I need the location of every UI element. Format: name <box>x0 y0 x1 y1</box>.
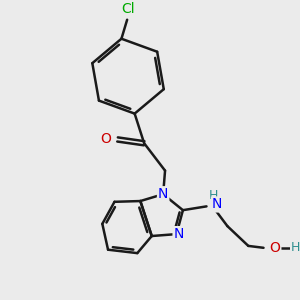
Text: N: N <box>212 197 222 212</box>
Text: O: O <box>269 241 281 255</box>
Text: H: H <box>291 241 300 254</box>
Text: N: N <box>174 227 184 241</box>
Text: N: N <box>158 187 168 201</box>
Text: Cl: Cl <box>122 2 135 16</box>
Text: H: H <box>209 189 218 202</box>
Text: O: O <box>101 133 112 146</box>
